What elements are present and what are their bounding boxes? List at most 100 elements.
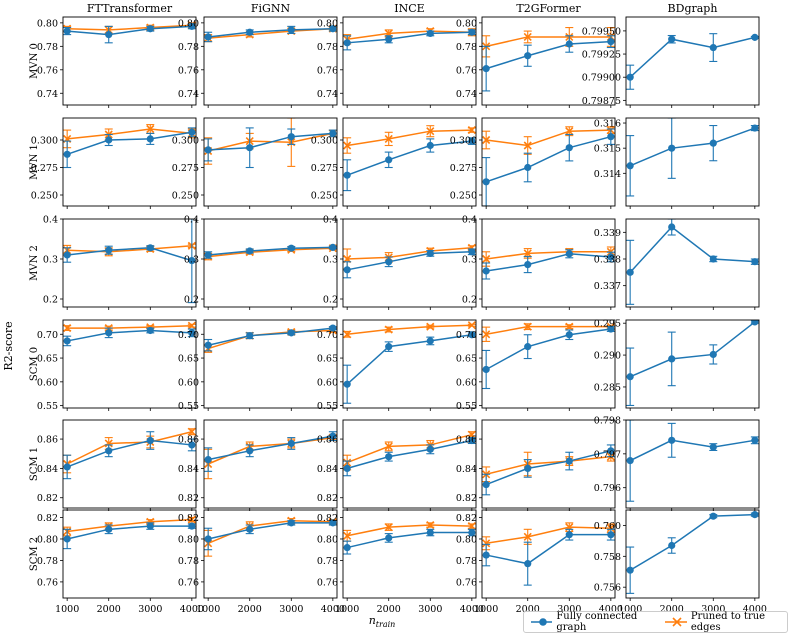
full-point (468, 528, 476, 537)
full-point (105, 30, 113, 39)
pruned-point (187, 427, 196, 436)
y-tick-label: 0.4 (323, 215, 338, 226)
full-point (668, 223, 676, 231)
pruned-series-line (207, 436, 333, 465)
y-axis-label: R2-score (2, 321, 15, 370)
column-title: FTTransformer (87, 2, 173, 15)
full-point (287, 439, 295, 448)
full-point (188, 441, 196, 449)
y-tick-label: 0.756 (594, 583, 621, 594)
y-tick-label: 0.86 (178, 435, 199, 446)
panel: 0.82 0.84 0.86 (317, 419, 477, 511)
panel: 0.74 0.76 0.78 0.80 (317, 16, 477, 108)
y-tick-label: 0.84 (317, 464, 338, 475)
x-tick-label: 3000 (279, 604, 303, 615)
full-series-line (629, 321, 756, 378)
full-point (607, 253, 615, 261)
full-point (329, 324, 337, 332)
full-point (626, 73, 634, 81)
full-point (385, 156, 393, 164)
pruned-point (343, 531, 352, 540)
panel-frame (481, 419, 616, 509)
y-tick-label: 0.78 (178, 42, 199, 53)
full-point (482, 365, 490, 374)
row-label: SCM 0 (29, 347, 40, 381)
y-tick-label: 0.275 (172, 163, 199, 174)
panel-frame (62, 419, 197, 509)
pruned-series-line (346, 433, 473, 464)
full-point (524, 343, 532, 351)
y-tick-label: 0.78 (37, 42, 58, 53)
pruned-point (523, 32, 532, 42)
full-series-line (67, 25, 192, 36)
full-point (426, 141, 434, 150)
x-tick-label: 2000 (660, 604, 684, 615)
x-tick-label: 4000 (321, 604, 345, 615)
full-point (709, 139, 717, 147)
panel-frame (481, 509, 616, 599)
full-point (668, 35, 676, 43)
y-tick-label: 0.76 (317, 65, 338, 76)
full-series-line (629, 513, 755, 571)
full-point (468, 137, 476, 145)
pruned-point (565, 127, 574, 136)
column-title: T2GFormer (516, 2, 581, 15)
panel-plot-area (204, 24, 337, 43)
full-point (287, 244, 295, 252)
pruned-point (523, 249, 532, 258)
y-tick-label: 0.78 (456, 556, 477, 567)
pruned-point (523, 322, 532, 331)
pruned-series-line (347, 30, 472, 41)
panel-plot-area (343, 243, 476, 279)
y-tick-label: 0.76 (456, 577, 477, 588)
panel: 0.76 0.78 0.80 0.82 1000 2000 3000 4000 (37, 509, 204, 615)
full-point (482, 178, 490, 186)
y-tick-label: 0.74 (37, 89, 58, 100)
pruned-point (384, 325, 393, 334)
full-point (385, 453, 393, 461)
full-point (343, 266, 351, 274)
panel-frame (342, 117, 477, 207)
panel-frame (203, 218, 338, 308)
full-point (146, 522, 154, 530)
pruned-series-line (208, 27, 333, 39)
y-tick-label: 0.315 (594, 144, 621, 155)
y-tick-label: 0.74 (317, 89, 338, 100)
y-tick-label: 0.798 (594, 416, 621, 427)
full-point (524, 261, 532, 269)
full-point (63, 535, 71, 543)
y-tick-label: 0.250 (450, 191, 477, 202)
column-title: FiGNN (251, 2, 291, 15)
y-tick-label: 0.74 (456, 89, 477, 100)
y-tick-label: 0.82 (317, 513, 338, 524)
full-point (709, 512, 717, 520)
pruned-series-line (67, 245, 192, 253)
full-point (146, 326, 154, 335)
full-point (385, 35, 393, 43)
full-point (482, 267, 490, 275)
panel-plot-area (626, 219, 759, 305)
full-series-line (485, 450, 612, 486)
full-point (146, 25, 154, 33)
pruned-point (426, 520, 435, 530)
full-series-line (629, 439, 755, 462)
full-series-line (208, 27, 333, 38)
full-point (246, 447, 254, 455)
pruned-point (467, 321, 476, 330)
pruned-point (606, 524, 615, 533)
full-point (668, 436, 676, 444)
pruned-series-line (347, 129, 472, 147)
panel-plot-area (626, 320, 759, 406)
pruned-point (467, 126, 476, 135)
full-point (751, 258, 759, 266)
y-tick-label: 0.55 (178, 401, 199, 412)
full-point (146, 436, 154, 445)
y-tick-label: 0.250 (172, 191, 199, 202)
x-tick-label: 2000 (97, 604, 121, 615)
y-tick-label: 0.2 (184, 295, 199, 306)
y-tick-label: 0.55 (456, 401, 477, 412)
full-point (246, 525, 254, 533)
panel-plot-area (204, 118, 337, 169)
panel: 0.250 0.275 0.300 (311, 117, 477, 209)
full-point (188, 329, 196, 337)
